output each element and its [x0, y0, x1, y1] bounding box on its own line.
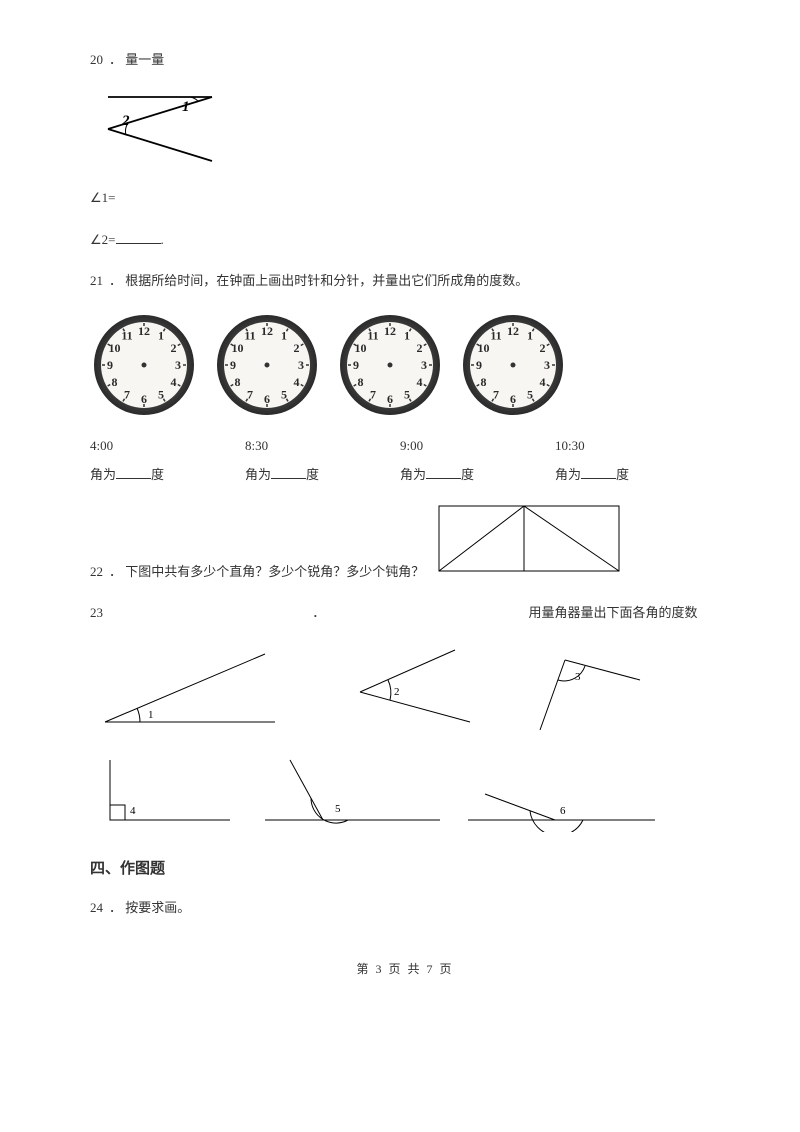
- svg-text:4: 4: [416, 375, 422, 389]
- angle-entry: 角为度: [90, 464, 210, 483]
- svg-text:11: 11: [490, 328, 501, 342]
- section-4-title: 四、作图题: [90, 857, 720, 878]
- svg-text:9: 9: [230, 358, 236, 372]
- svg-text:3: 3: [421, 358, 427, 372]
- svg-text:8: 8: [235, 375, 241, 389]
- svg-text:10: 10: [232, 341, 244, 355]
- time-label: 9:00: [400, 438, 520, 454]
- angle-entry: 角为度: [400, 464, 520, 483]
- q24-sep: ．: [109, 900, 122, 915]
- q20-answer1: ∠1=: [90, 186, 720, 209]
- q23-sep: ．: [312, 605, 325, 620]
- clock-face: 121234567891011: [459, 311, 567, 423]
- svg-text:3: 3: [298, 358, 304, 372]
- q20-answer2: ∠2=.: [90, 228, 720, 251]
- svg-text:6: 6: [387, 392, 393, 406]
- svg-text:12: 12: [261, 324, 273, 338]
- q22-num: 22: [90, 564, 103, 579]
- q24-num: 24: [90, 900, 103, 915]
- clock-face: 121234567891011: [336, 311, 444, 423]
- svg-text:12: 12: [384, 324, 396, 338]
- svg-text:8: 8: [358, 375, 364, 389]
- svg-text:12: 12: [507, 324, 519, 338]
- q20-sep: ．: [109, 52, 122, 67]
- page-footer: 第 3 页 共 7 页: [90, 960, 720, 977]
- q20-title: 量一量: [125, 52, 164, 67]
- svg-text:10: 10: [109, 341, 121, 355]
- q24-title: 按要求画。: [125, 900, 190, 915]
- time-label: 4:00: [90, 438, 210, 454]
- svg-text:9: 9: [353, 358, 359, 372]
- svg-text:1: 1: [148, 709, 154, 721]
- q22-title: 下图中共有多少个直角？多少个锐角？多少个钝角？: [125, 564, 424, 579]
- svg-text:4: 4: [130, 805, 136, 817]
- svg-text:4: 4: [539, 375, 545, 389]
- svg-text:11: 11: [367, 328, 378, 342]
- time-label: 10:30: [555, 438, 675, 454]
- svg-text:11: 11: [244, 328, 255, 342]
- svg-text:2: 2: [394, 686, 400, 698]
- svg-text:3: 3: [544, 358, 550, 372]
- clock-face: 121234567891011: [90, 311, 198, 423]
- svg-text:8: 8: [481, 375, 487, 389]
- svg-text:9: 9: [476, 358, 482, 372]
- times-row: 4:00 8:30 9:00 10:30: [90, 438, 720, 454]
- svg-text:2: 2: [416, 341, 422, 355]
- q21-title: 根据所给时间，在钟面上画出时针和分针，并量出它们所成角的度数。: [125, 273, 528, 288]
- angles-input-row: 角为度 角为度 角为度 角为度: [90, 464, 720, 483]
- q23-title: 用量角器量出下面各角的度数: [529, 605, 698, 620]
- svg-text:2: 2: [121, 113, 130, 129]
- svg-text:5: 5: [335, 803, 341, 815]
- svg-text:3: 3: [175, 358, 181, 372]
- svg-text:4: 4: [170, 375, 176, 389]
- svg-text:11: 11: [121, 328, 132, 342]
- q23-num: 23: [90, 605, 103, 620]
- angle-entry: 角为度: [245, 464, 365, 483]
- q20-figure: 1 2: [90, 89, 720, 168]
- clock-face: 121234567891011: [213, 311, 321, 423]
- svg-text:2: 2: [293, 341, 299, 355]
- svg-text:3: 3: [575, 671, 581, 683]
- svg-text:9: 9: [107, 358, 113, 372]
- q22-sep: ．: [109, 564, 122, 579]
- angle-entry: 角为度: [555, 464, 675, 483]
- svg-text:6: 6: [510, 392, 516, 406]
- time-label: 8:30: [245, 438, 365, 454]
- svg-text:1: 1: [182, 99, 190, 115]
- svg-text:2: 2: [539, 341, 545, 355]
- svg-text:12: 12: [138, 324, 150, 338]
- svg-text:6: 6: [264, 392, 270, 406]
- q23-figures-bottom: 4 5 6: [90, 752, 720, 832]
- svg-text:4: 4: [293, 375, 299, 389]
- q21-sep: ．: [109, 273, 122, 288]
- svg-text:6: 6: [560, 805, 566, 817]
- svg-text:8: 8: [112, 375, 118, 389]
- q21-num: 21: [90, 273, 103, 288]
- q23-figures-top: 1 2 3: [90, 642, 720, 737]
- svg-text:2: 2: [170, 341, 176, 355]
- svg-text:6: 6: [141, 392, 147, 406]
- svg-text:10: 10: [478, 341, 490, 355]
- clock-row: 1212345678910111212345678910111212345678…: [90, 311, 720, 423]
- q22-figure: [434, 501, 624, 583]
- q20-num: 20: [90, 52, 103, 67]
- svg-text:10: 10: [355, 341, 367, 355]
